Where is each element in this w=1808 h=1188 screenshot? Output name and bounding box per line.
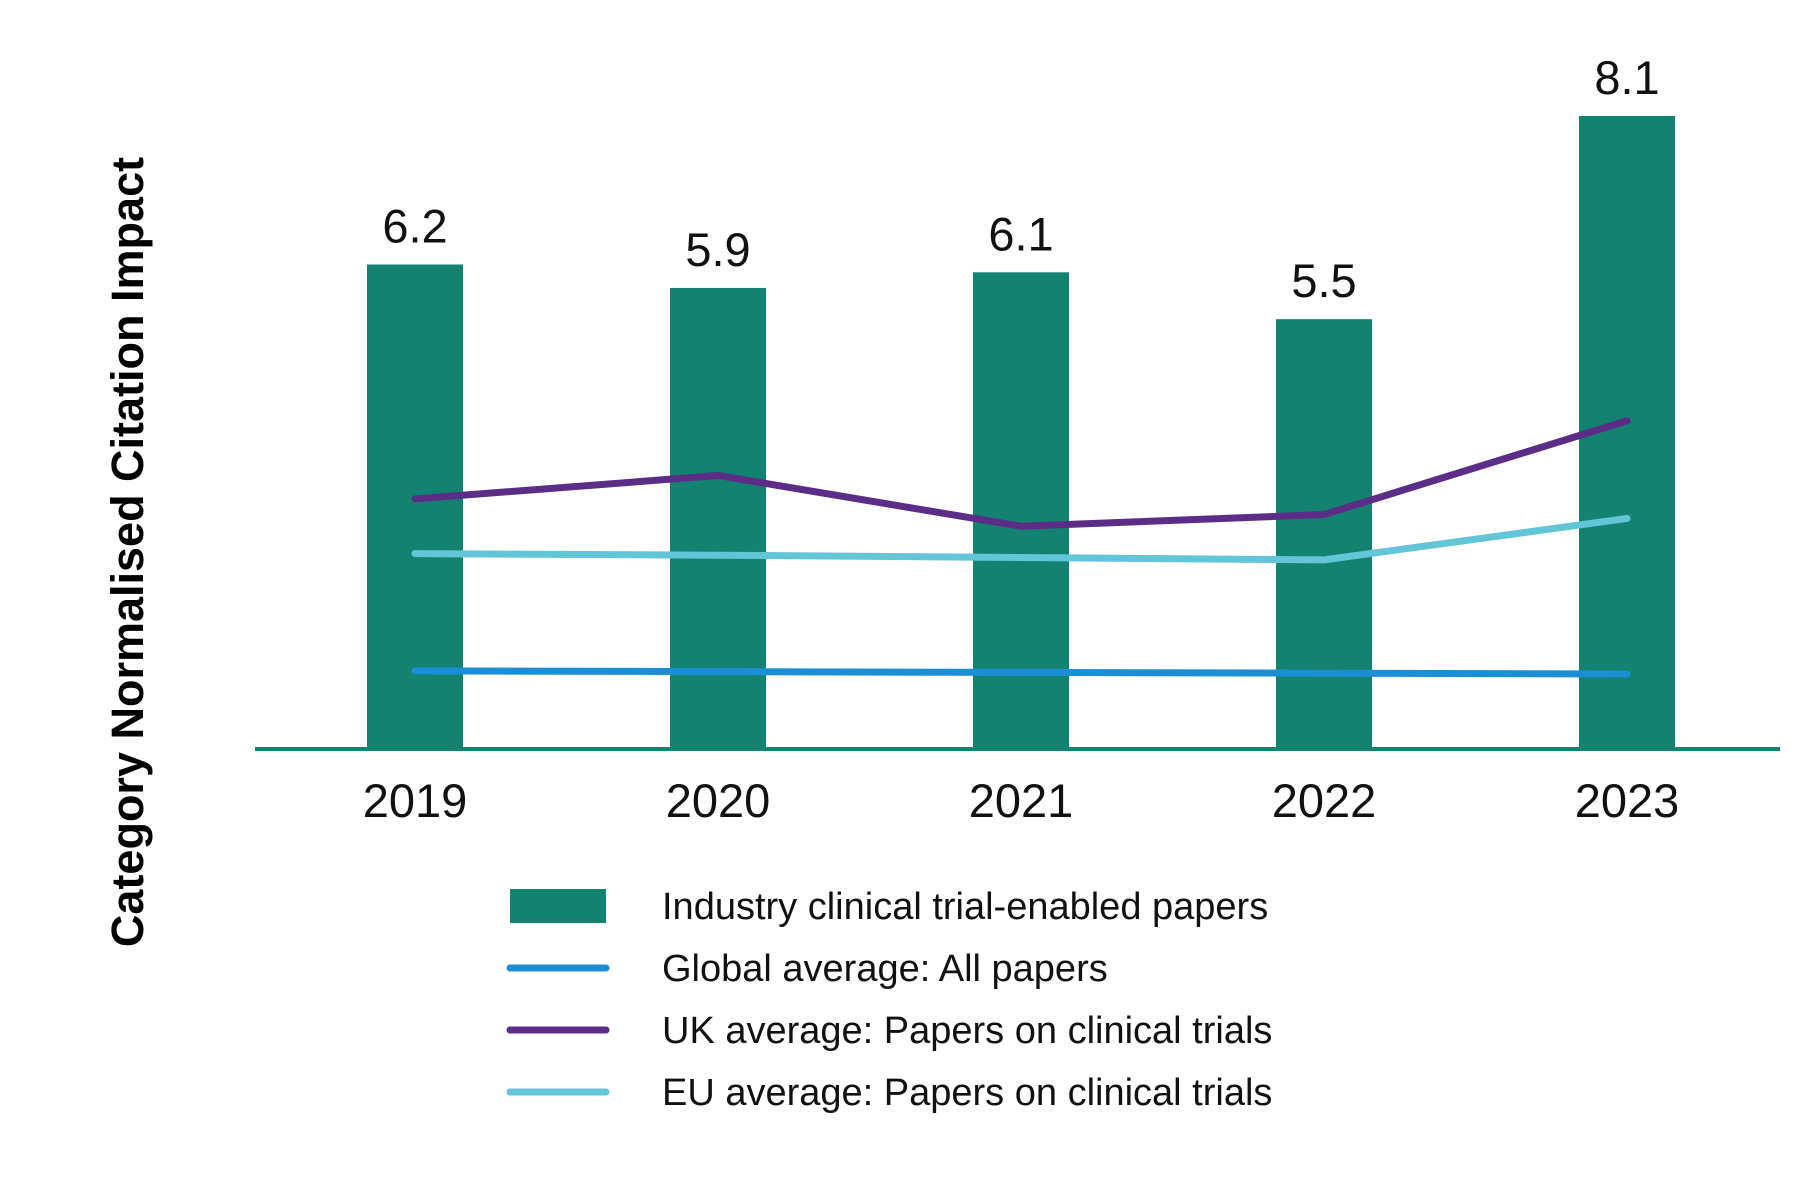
data-label-2020: 5.9 [685,223,750,276]
bar-2020 [670,287,766,749]
x-tick-2019: 2019 [363,774,468,827]
bar-group: 6.2 5.9 6.1 5.5 8.1 [367,51,1675,749]
y-axis-title: Category Normalised Citation Impact [102,157,153,947]
bar-2019 [367,264,463,749]
x-tick-2020: 2020 [666,774,771,827]
legend: Industry clinical trial-enabled papers Gl… [506,886,1272,1114]
legend-label-line-1: UK average: Papers on clinical trials [662,1010,1272,1052]
data-label-2023: 8.1 [1594,51,1659,104]
x-tick-2023: 2023 [1575,774,1680,827]
data-label-2022: 5.5 [1291,254,1356,307]
series-line-0 [411,667,1631,678]
x-tick-labels: 2019 2020 2021 2022 2023 [363,774,1680,827]
bar-2021 [973,272,1069,749]
line-group [411,417,1631,678]
legend-label-line-2: EU average: Papers on clinical trials [662,1072,1272,1114]
data-label-2019: 6.2 [382,199,447,252]
x-tick-2021: 2021 [969,774,1074,827]
data-label-2021: 6.1 [988,207,1053,260]
legend-label-bar: Industry clinical trial-enabled papers [662,886,1268,928]
legend-label-line-0: Global average: All papers [662,948,1108,990]
bar-2022 [1276,319,1372,749]
series-line-1 [411,417,1631,530]
x-tick-2022: 2022 [1272,774,1377,827]
series-line-2 [411,514,1631,564]
legend-swatch-bar [510,889,606,923]
